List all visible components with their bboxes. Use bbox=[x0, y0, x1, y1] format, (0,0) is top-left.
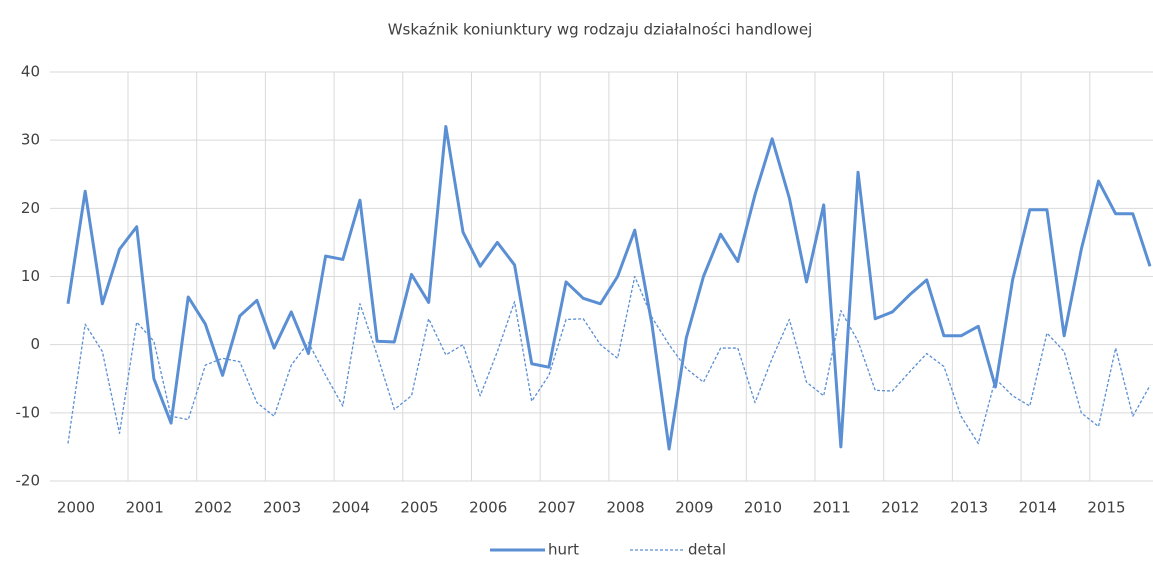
x-tick-label: 2008 bbox=[606, 499, 644, 517]
x-tick-label: 2003 bbox=[263, 499, 301, 517]
y-tick-label: 20 bbox=[21, 199, 40, 217]
x-tick-label: 2014 bbox=[1019, 499, 1057, 517]
x-tick-label: 2005 bbox=[400, 499, 438, 517]
y-tick-label: 40 bbox=[21, 63, 40, 81]
legend-label: detal bbox=[688, 541, 726, 559]
y-tick-label: 0 bbox=[30, 335, 40, 353]
x-tick-label: 2006 bbox=[469, 499, 507, 517]
x-tick-label: 2004 bbox=[332, 499, 370, 517]
line-hurt bbox=[66, 125, 1152, 451]
x-tick-label: 2002 bbox=[194, 499, 232, 517]
x-tick-label: 2015 bbox=[1087, 499, 1125, 517]
y-tick-label: 10 bbox=[21, 267, 40, 285]
x-tick-label: 2001 bbox=[126, 499, 164, 517]
chart-title: Wskaźnik koniunktury wg rodzaju działaln… bbox=[388, 21, 813, 39]
x-tick-label: 2009 bbox=[675, 499, 713, 517]
y-tick-label: -10 bbox=[16, 403, 41, 421]
y-tick-label: -20 bbox=[16, 472, 41, 490]
x-tick-label: 2007 bbox=[538, 499, 576, 517]
line-detal bbox=[67, 275, 1151, 445]
x-tick-label: 2011 bbox=[813, 499, 851, 517]
x-tick-label: 2010 bbox=[744, 499, 782, 517]
y-tick-label: 30 bbox=[21, 131, 40, 149]
x-tick-label: 2012 bbox=[881, 499, 919, 517]
x-tick-label: 2013 bbox=[950, 499, 988, 517]
legend-label: hurt bbox=[548, 541, 579, 559]
x-tick-label: 2000 bbox=[57, 499, 95, 517]
